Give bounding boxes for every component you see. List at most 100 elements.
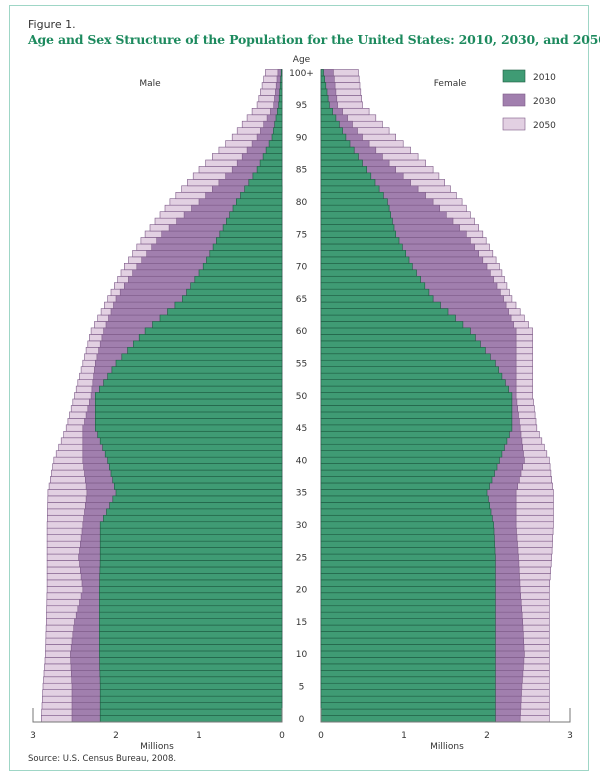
bar-female-2010-age-26 <box>320 547 496 555</box>
bar-male-2010-age-64 <box>174 301 283 309</box>
figure-label: Figure 1. <box>28 18 76 31</box>
y-tick-label: 15 <box>296 618 307 628</box>
bar-male-2010-age-29 <box>99 527 283 535</box>
bar-female-2010-age-94 <box>320 108 333 116</box>
bar-male-2010-age-63 <box>167 308 283 316</box>
bar-female-2010-age-1 <box>320 708 496 716</box>
bar-male-2010-age-90 <box>271 133 283 141</box>
bar-male-2010-age-61 <box>152 321 283 329</box>
bar-female-2010-age-67 <box>320 282 426 290</box>
bar-female-2010-age-90 <box>320 133 347 141</box>
bar-male-2010-age-77 <box>226 217 283 225</box>
bar-male-2010-age-2 <box>99 702 283 710</box>
bar-female-2010-age-41 <box>320 450 503 458</box>
x-tick-label-male: 3 <box>30 731 36 741</box>
bar-female-2010-age-42 <box>320 443 505 451</box>
bar-male-2010-age-16 <box>99 611 283 619</box>
bar-female-2010-age-46 <box>320 418 513 426</box>
bar-female-2010-age-81 <box>320 192 384 200</box>
bar-male-2010-age-82 <box>244 185 283 193</box>
x-tick-label-male: 2 <box>113 731 119 741</box>
bar-female-2010-age-57 <box>320 346 486 355</box>
bar-male-2010-age-17 <box>99 605 283 613</box>
y-tick-label: 50 <box>296 392 308 402</box>
bar-male-2010-age-32 <box>106 508 283 516</box>
bar-male-2010-age-19 <box>99 592 283 600</box>
bar-female-2010-age-51 <box>320 385 509 393</box>
bar-male-2010-age-11 <box>99 644 283 652</box>
y-tick-label: 100+ <box>289 69 314 79</box>
bar-female-2010-age-50 <box>320 392 513 400</box>
y-tick-label: 25 <box>296 553 307 563</box>
legend-label-2030: 2030 <box>533 97 556 107</box>
bar-female-2010-age-86 <box>320 159 363 167</box>
bar-male-2010-age-88 <box>265 146 283 154</box>
bar-female-2010-age-53 <box>320 372 503 380</box>
y-tick-label: 35 <box>296 489 307 499</box>
bar-female-2010-age-84 <box>320 172 372 180</box>
y-tick-label: 70 <box>296 263 308 273</box>
bar-female-2010-age-17 <box>320 605 496 613</box>
bar-female-2010-age-60 <box>320 327 471 335</box>
bar-male-2010-age-53 <box>107 372 283 380</box>
bar-female-2010-age-54 <box>320 366 499 374</box>
figure-frame <box>9 5 589 771</box>
bar-female-2010-age-69 <box>320 269 417 277</box>
bar-male-2010-age-10 <box>99 650 283 658</box>
bar-male-2010-age-30 <box>99 521 283 529</box>
bar-female-2010-age-30 <box>320 521 494 529</box>
legend-label-2050: 2050 <box>533 121 556 131</box>
bar-male-2010-age-93 <box>275 114 283 122</box>
bar-female-2010-age-55 <box>320 359 496 367</box>
bar-female-2010-age-32 <box>320 508 492 516</box>
bar-male-2010-age-9 <box>99 657 283 665</box>
bar-female-2010-age-22 <box>320 573 496 581</box>
bar-female-2010-age-15 <box>320 618 496 626</box>
bar-female-2010-age-44 <box>320 430 510 439</box>
series-female-2010 <box>320 69 513 723</box>
bar-female-2010-age-5 <box>320 682 496 690</box>
bar-female-2010-age-91 <box>320 127 343 135</box>
bar-male-2010-age-70 <box>202 262 283 271</box>
bar-female-2010-age-45 <box>320 424 513 432</box>
bar-female-2010-age-64 <box>320 301 441 309</box>
bar-female-2010-age-87 <box>320 153 359 161</box>
x-tick-label-female: 0 <box>318 731 324 741</box>
x-tick-label-male: 1 <box>196 731 202 741</box>
bar-male-2010-age-56 <box>121 353 283 361</box>
bar-male-2010-age-76 <box>222 224 283 232</box>
bar-male-2010-age-92 <box>274 120 283 128</box>
bar-male-2010-age-73 <box>212 243 283 251</box>
bar-male-2010-age-42 <box>102 443 283 451</box>
bar-male-2010-age-37 <box>112 476 283 484</box>
bar-male-2010-age-74 <box>216 237 283 245</box>
legend-label-2010: 2010 <box>533 73 556 83</box>
bar-male-2010-age-100 <box>280 69 283 77</box>
y-tick-label: 10 <box>296 650 308 660</box>
bar-female-2010-age-19 <box>320 592 496 600</box>
bar-female-2010-age-73 <box>320 243 403 251</box>
bar-male-2010-age-48 <box>95 405 283 413</box>
bar-female-2010-age-77 <box>320 217 393 225</box>
chart-title: Age and Sex Structure of the Population … <box>28 32 600 47</box>
bar-male-2010-age-43 <box>99 437 283 445</box>
bar-female-2010-age-78 <box>320 211 391 219</box>
bar-female-2010-age-38 <box>320 469 495 477</box>
x-tick-label-female: 2 <box>484 731 490 741</box>
bar-male-2010-age-5 <box>99 682 283 690</box>
bar-female-2010-age-0 <box>320 715 496 723</box>
bar-male-2010-age-23 <box>99 566 283 574</box>
bar-female-2010-age-98 <box>320 82 327 90</box>
bar-female-2010-age-4 <box>320 689 496 697</box>
bar-female-2010-age-40 <box>320 456 500 464</box>
bar-male-2010-age-83 <box>248 179 283 187</box>
bar-male-2010-age-60 <box>144 327 283 335</box>
bar-male-2010-age-99 <box>280 75 283 83</box>
bar-female-2010-age-7 <box>320 669 496 678</box>
y-tick-label: 95 <box>296 101 307 111</box>
bar-female-2010-age-75 <box>320 230 396 238</box>
x-tick-label-female: 1 <box>401 731 407 741</box>
x-axis-female <box>320 708 571 723</box>
bar-male-2010-age-98 <box>279 82 283 90</box>
bar-male-2010-age-87 <box>262 153 283 161</box>
